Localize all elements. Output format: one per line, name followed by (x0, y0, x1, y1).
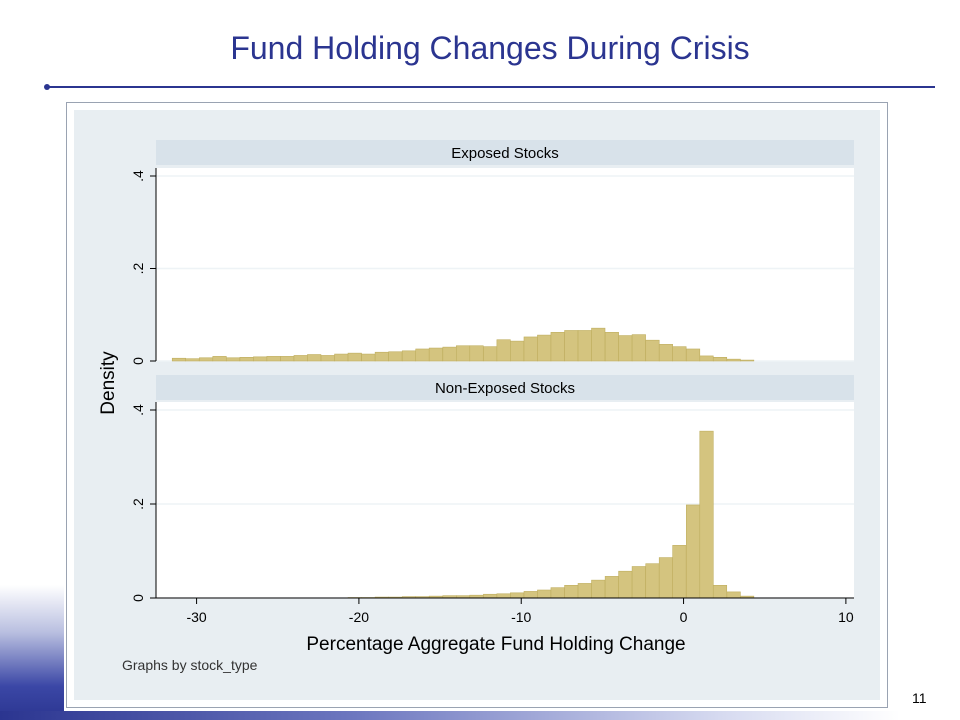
histogram-bar (604, 332, 619, 362)
histogram-bar (239, 357, 254, 362)
histogram-bar (618, 570, 633, 599)
y-axis-label: Density (98, 351, 119, 415)
histogram-bar (550, 587, 565, 599)
y-tick-label: .2 (130, 498, 146, 510)
histogram-bar (699, 430, 714, 599)
histogram-bar (591, 579, 606, 599)
histogram-bar (320, 355, 335, 362)
corner-gradient-decoration (0, 585, 64, 720)
panel-1-header (156, 140, 854, 165)
y-tick-label: 0 (130, 357, 146, 365)
histogram-bar (577, 330, 592, 362)
panel-1-y-axis: 0 .2 .4 (130, 168, 157, 365)
histogram-bar (483, 593, 498, 599)
histogram-bar (307, 354, 322, 362)
histogram-bar (712, 585, 728, 599)
histogram-bar (212, 356, 227, 362)
histogram-bar (726, 591, 741, 599)
histogram-bar (496, 593, 511, 599)
x-tick-label: -30 (186, 609, 206, 625)
histogram-bar (672, 545, 687, 599)
histogram-bar (631, 334, 646, 362)
histogram-bar (415, 348, 430, 362)
panel-2-header (156, 375, 854, 400)
histogram-bar (510, 340, 525, 362)
x-tick-label: 0 (680, 609, 688, 625)
histogram-bar (280, 356, 295, 362)
histogram-bar (740, 359, 755, 362)
histogram-bar (604, 576, 619, 599)
page-number: 11 (912, 690, 927, 706)
histogram-bar (199, 357, 214, 362)
panel-2-y-axis: 0 .2 .4 (130, 402, 157, 602)
x-axis-label: Percentage Aggregate Fund Holding Change (306, 634, 685, 655)
histogram-bar (483, 346, 498, 362)
panel-1-title: Exposed Stocks (451, 145, 559, 162)
histogram-bar (401, 350, 417, 362)
panel-2-title: Non-Exposed Stocks (435, 380, 575, 397)
y-tick-label: .2 (130, 262, 146, 274)
histogram-bar (550, 332, 565, 362)
histogram-bar (591, 327, 606, 362)
histogram-bar (699, 355, 714, 362)
histogram-bar (658, 557, 673, 599)
x-tick-label: -10 (511, 609, 531, 625)
histogram-bar (171, 357, 187, 362)
bottom-band-decoration (0, 711, 900, 720)
histogram-bar (686, 504, 701, 599)
histogram-bar (225, 357, 241, 362)
histogram-bar (631, 566, 646, 599)
histogram-bar (712, 357, 728, 362)
panel-1-bars (171, 327, 755, 362)
histogram-bar (510, 592, 525, 599)
histogram-bar (686, 348, 701, 362)
histogram-bar (537, 334, 552, 362)
histogram-bar (726, 358, 741, 362)
histogram-bar (456, 345, 471, 362)
histogram-bar (388, 351, 403, 362)
histogram-bar (253, 356, 268, 362)
histogram-bar (523, 336, 538, 362)
panel-1-area (156, 168, 854, 361)
histogram-bar (496, 339, 511, 362)
histogram-bar (266, 356, 281, 362)
slide-title: Fund Holding Changes During Crisis (230, 30, 750, 66)
histogram-bar (672, 346, 687, 362)
histogram-bar (658, 344, 673, 362)
histogram-bar (442, 346, 457, 362)
x-tick-label: 10 (838, 609, 854, 625)
panel-2-area (156, 402, 854, 598)
x-tick-label: -20 (349, 609, 369, 625)
histogram-chart: Exposed Stocks 0.2.4 Non-Exposed Stocks … (74, 110, 880, 700)
histogram-bar (374, 351, 389, 362)
histogram-bar (334, 353, 349, 362)
y-tick-label: 0 (130, 594, 146, 602)
y-tick-label: .4 (130, 170, 146, 182)
x-axis: -30 -20 -10 0 10 (156, 597, 854, 625)
histogram-bar (618, 335, 633, 362)
histogram-bar (537, 589, 552, 599)
histogram-bar (564, 585, 579, 599)
title-rule (45, 86, 935, 88)
graphs-by-note: Graphs by stock_type (122, 657, 258, 673)
y-tick-label: .4 (130, 404, 146, 416)
histogram-bar (361, 353, 376, 362)
histogram-bar (645, 563, 660, 599)
histogram-bar (293, 355, 308, 362)
histogram-bar (645, 339, 660, 362)
histogram-bar (523, 591, 538, 599)
histogram-bar (185, 358, 200, 362)
histogram-bar (347, 352, 362, 362)
histogram-bar (428, 347, 443, 362)
histogram-bar (469, 345, 484, 362)
histogram-bar (564, 330, 579, 362)
histogram-bar (577, 583, 592, 599)
